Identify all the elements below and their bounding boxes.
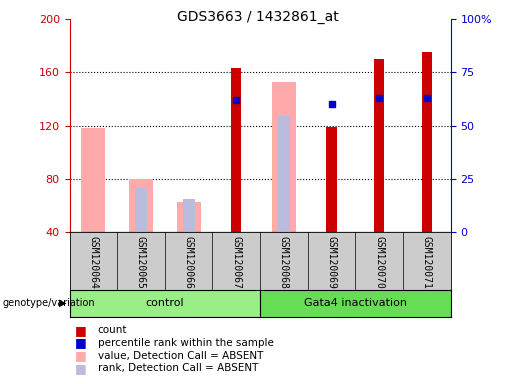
- Text: GSM120066: GSM120066: [184, 236, 194, 289]
- Text: ■: ■: [75, 349, 87, 362]
- Text: count: count: [98, 325, 127, 335]
- Text: GDS3663 / 1432861_at: GDS3663 / 1432861_at: [177, 10, 338, 23]
- Text: GSM120064: GSM120064: [89, 236, 98, 289]
- Text: ■: ■: [75, 324, 87, 337]
- Text: GSM120071: GSM120071: [422, 236, 432, 289]
- Bar: [177, 202, 200, 232]
- Text: GSM120068: GSM120068: [279, 236, 289, 289]
- Bar: [374, 59, 384, 232]
- Text: control: control: [146, 298, 184, 308]
- Bar: [183, 199, 195, 232]
- Text: GSM120067: GSM120067: [231, 236, 241, 289]
- Text: ▶: ▶: [59, 298, 67, 308]
- Text: genotype/variation: genotype/variation: [3, 298, 95, 308]
- Bar: [135, 189, 147, 232]
- Text: GSM120069: GSM120069: [327, 236, 336, 289]
- Text: value, Detection Call = ABSENT: value, Detection Call = ABSENT: [98, 351, 263, 361]
- Bar: [272, 82, 296, 232]
- Text: Gata4 inactivation: Gata4 inactivation: [304, 298, 407, 308]
- Text: ■: ■: [75, 362, 87, 375]
- Text: rank, Detection Call = ABSENT: rank, Detection Call = ABSENT: [98, 363, 258, 373]
- Text: GSM120065: GSM120065: [136, 236, 146, 289]
- Bar: [129, 179, 153, 232]
- Bar: [422, 53, 432, 232]
- Bar: [231, 68, 242, 232]
- Text: percentile rank within the sample: percentile rank within the sample: [98, 338, 274, 348]
- Text: ■: ■: [75, 336, 87, 349]
- Bar: [278, 116, 290, 232]
- Bar: [81, 128, 105, 232]
- Text: GSM120070: GSM120070: [374, 236, 384, 289]
- Bar: [327, 127, 337, 232]
